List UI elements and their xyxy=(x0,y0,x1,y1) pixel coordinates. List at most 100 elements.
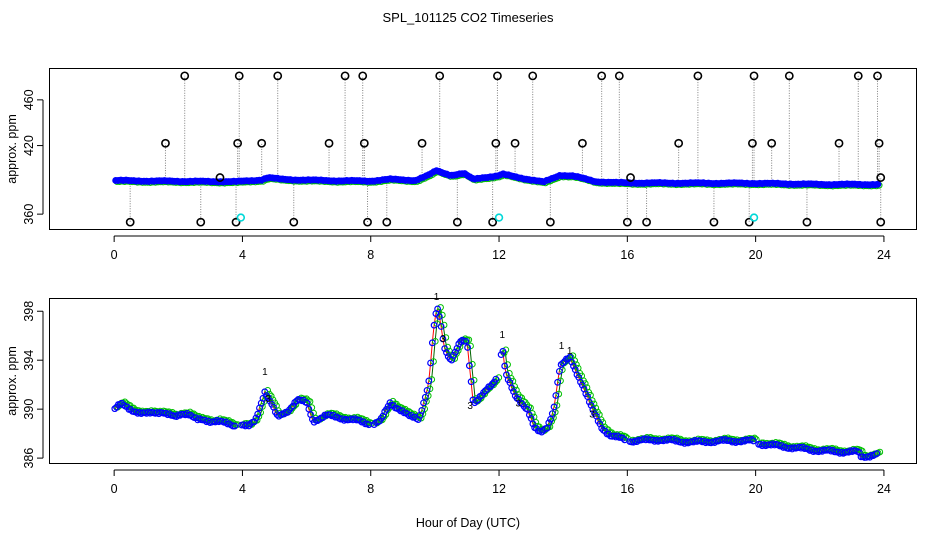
panel-2-axes: 0 4 8 12 16 20 24 386 390 394 398 xyxy=(22,301,891,496)
panel-1-spike-point xyxy=(853,71,863,81)
panel-1-spike-point xyxy=(802,217,812,227)
panel-2-data-point xyxy=(166,410,173,418)
panel-1-spike-point xyxy=(767,138,777,148)
panel-2-data-point xyxy=(263,392,270,399)
panel-2-data-point xyxy=(201,416,209,424)
panel-1-calibration-point xyxy=(749,213,759,222)
panel-1-x-tick-label: 12 xyxy=(492,248,506,262)
panel-2-data-point xyxy=(749,437,757,445)
panel-2-point-label: 1 xyxy=(262,367,268,378)
panel-1-calibration-point xyxy=(236,213,246,222)
panel-2-series-line-shifted xyxy=(376,308,499,427)
panel-2-point-label: 1 xyxy=(434,292,440,303)
panel-2-data-point xyxy=(414,416,422,424)
panel-2-data-point xyxy=(545,419,553,427)
chart-title: SPL_101125 CO2 Timeseries xyxy=(382,10,554,25)
panel-2-x-tick-label: 12 xyxy=(492,482,506,496)
panel-2-x-tick-label: 8 xyxy=(367,482,374,496)
panel-1-spike-point xyxy=(693,71,703,81)
panel-1-spike-point xyxy=(363,217,372,227)
panel-2-data-point xyxy=(778,442,786,449)
panel-2-data-point xyxy=(173,413,180,421)
panel-2-data-point xyxy=(548,410,556,418)
panel-1-spike-point xyxy=(231,217,241,227)
panel-1-spike-point xyxy=(784,71,794,81)
panel-2-x-tick-label: 0 xyxy=(111,482,118,496)
panel-2-y-tick-label: 390 xyxy=(22,399,36,420)
panel-2-data-point xyxy=(183,410,191,417)
x-axis-label: Hour of Day (UTC) xyxy=(416,516,520,530)
panel-1-spike-point xyxy=(180,71,190,81)
panel-1-spike-point xyxy=(876,173,886,182)
panel-2-data-point xyxy=(748,436,756,443)
panel-2-data-point xyxy=(451,348,459,356)
panel-1-x-tick-label: 20 xyxy=(749,248,763,262)
panel-2-data-point xyxy=(254,410,262,418)
panel-2-x-tick-label: 20 xyxy=(749,482,763,496)
panel-1-marks xyxy=(112,71,886,227)
panel-1-frame xyxy=(49,68,917,230)
panel-2-point-label: 1 xyxy=(567,346,573,357)
panel-1-y-tick-label: 420 xyxy=(22,135,36,156)
panel-2-data-point xyxy=(446,355,454,363)
panel-2-data-point xyxy=(427,359,434,367)
panel-1-spike-point xyxy=(744,217,754,227)
panel-1-x-tick-label: 16 xyxy=(620,248,634,262)
panel-2-data-point xyxy=(552,392,560,399)
panel-1-spike-point xyxy=(358,71,368,81)
panel-1-spike-point xyxy=(382,217,392,227)
panel-1-spike-point xyxy=(233,138,243,148)
panel-1-spike-point xyxy=(215,173,225,182)
panel-2-data-point xyxy=(554,378,561,386)
panel-2-data-point xyxy=(467,378,475,386)
panel-2-data-point xyxy=(550,403,558,411)
panel-1-spike-point xyxy=(417,138,427,148)
panel-1-spike-point xyxy=(234,71,244,81)
panel-2-data-point xyxy=(873,450,881,457)
panel-2-data-point xyxy=(404,410,412,418)
panel-1-spike-point xyxy=(257,138,267,148)
panel-2-data-point xyxy=(252,414,260,422)
panel-1-x-tick-label: 8 xyxy=(367,248,374,262)
panel-2-point-label: 3 xyxy=(467,401,473,412)
panel-1-x-tick-label: 24 xyxy=(877,248,891,262)
panel-2-data-point xyxy=(231,422,239,430)
panel-2-data-point xyxy=(395,405,403,413)
panel-2-data-point xyxy=(437,323,445,330)
panel-2-x-tick-label: 4 xyxy=(239,482,246,496)
panel-2-data-point xyxy=(497,351,505,359)
panel-1-spike-point xyxy=(435,71,445,81)
panel-2-data-point xyxy=(540,426,547,434)
panel-1-spike-point xyxy=(273,71,283,81)
panel-2-data-point xyxy=(555,367,563,375)
panel-2-data-point xyxy=(280,410,288,418)
panel-2-data-point xyxy=(303,399,311,407)
panel-2-data-point xyxy=(462,337,470,345)
panel-1-spike-point xyxy=(709,217,719,227)
panel-1-axes: 0 4 8 12 16 20 24 360 420 460 xyxy=(22,89,891,262)
panel-2-y-axis-label: approx. ppm xyxy=(5,346,19,415)
panel-1-spike-point xyxy=(125,217,135,227)
panel-2-data-point xyxy=(538,428,546,436)
panel-1-y-axis-label: approx. ppm xyxy=(5,114,19,183)
panel-1-spike-point xyxy=(161,138,170,148)
panel-2-y-tick-label: 394 xyxy=(22,350,36,371)
panel-1-calibration-point xyxy=(494,213,504,222)
panel-1-co2-overview: 0 4 8 12 16 20 24 360 420 460 approx. ppm xyxy=(5,68,917,262)
panel-2-data-point xyxy=(423,386,431,394)
panel-1-spike-point xyxy=(196,217,206,227)
panel-1-spike-point xyxy=(622,217,632,227)
panel-2-point-label: 3 xyxy=(440,334,446,345)
panel-2-data-point xyxy=(289,402,297,410)
panel-1-spike-point xyxy=(876,217,886,227)
panel-2-point-label: 3 xyxy=(265,394,271,405)
panel-1-spike-point xyxy=(324,138,334,148)
panel-2-data-point xyxy=(481,387,489,395)
panel-2-point-label: 1 xyxy=(499,330,505,341)
panel-1-spike-point xyxy=(488,217,498,227)
panel-1-spike-point xyxy=(874,138,884,148)
panel-2-data-point xyxy=(499,347,507,355)
panel-2-data-point xyxy=(866,453,874,461)
